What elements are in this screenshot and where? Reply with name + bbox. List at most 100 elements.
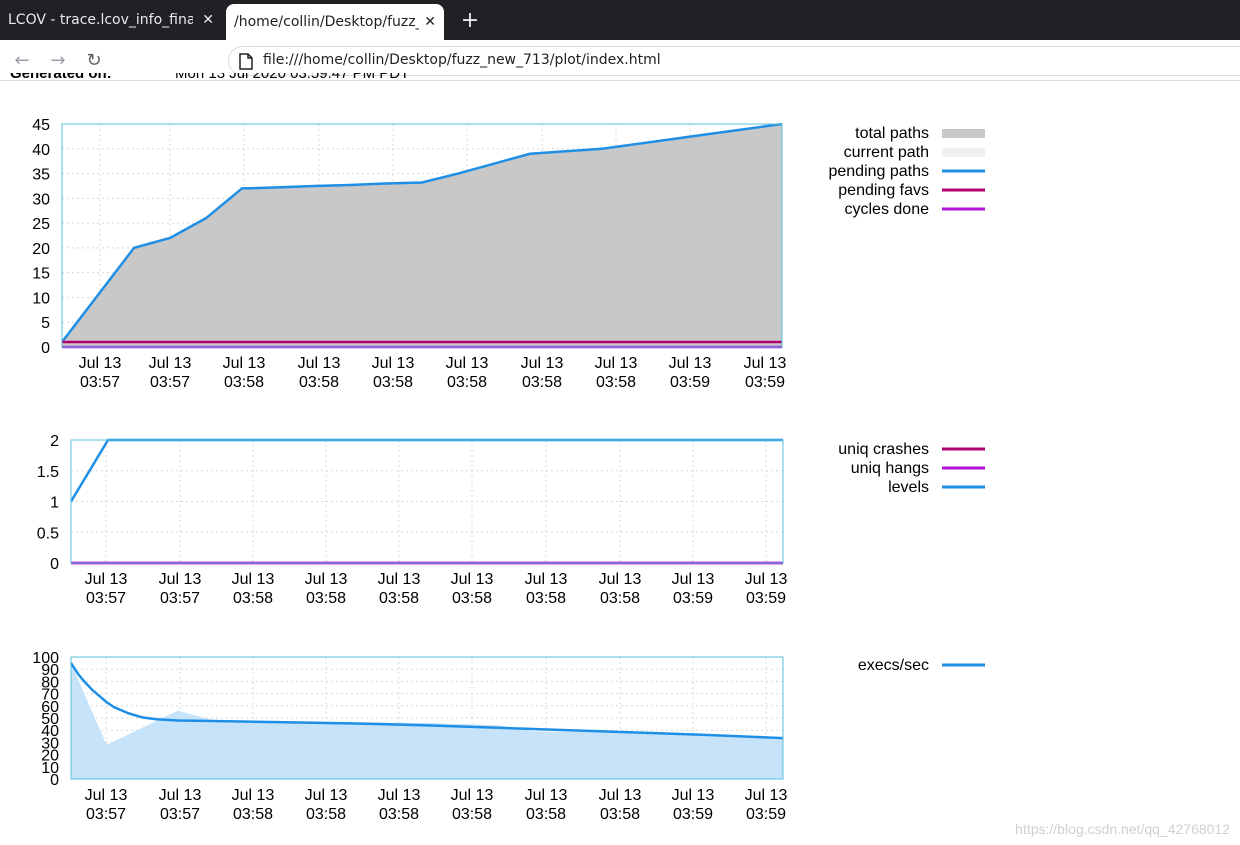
x-tick-label: Jul 13 (149, 355, 192, 372)
y-tick-label: 25 (32, 216, 50, 233)
y-tick-label: 20 (41, 748, 59, 765)
x-tick-label: Jul 13 (599, 787, 642, 804)
y-tick-label: 0 (41, 340, 50, 357)
y-tick-label: 2 (50, 433, 59, 450)
y-tick-label: 20 (32, 241, 50, 258)
x-tick-label: 03:58 (526, 590, 566, 607)
x-tick-label: Jul 13 (378, 787, 421, 804)
x-tick-label: 03:58 (373, 374, 413, 391)
x-tick-label: 03:57 (160, 806, 200, 823)
tab-plot-index[interactable]: /home/collin/Desktop/fuzz_new_713/plot/i… (226, 4, 444, 40)
url-text[interactable]: file:///home/collin/Desktop/fuzz_new_713… (263, 52, 661, 68)
legend-label: uniq hangs (851, 460, 929, 477)
y-tick-label: 40 (41, 723, 59, 740)
y-tick-label: 30 (41, 735, 59, 752)
x-tick-label: Jul 13 (305, 787, 348, 804)
x-tick-label: Jul 13 (159, 571, 202, 588)
y-tick-label: 10 (41, 760, 59, 777)
y-tick-label: 50 (41, 711, 59, 728)
x-tick-label: 03:58 (379, 590, 419, 607)
y-tick-label: 60 (41, 699, 59, 716)
y-tick-label: 35 (32, 167, 50, 184)
x-tick-label: 03:58 (233, 806, 273, 823)
x-tick-label: Jul 13 (525, 571, 568, 588)
x-tick-label: 03:58 (306, 590, 346, 607)
legend-label: execs/sec (858, 657, 929, 674)
new-tab-icon[interactable]: + (460, 7, 480, 33)
x-tick-label: Jul 13 (232, 571, 275, 588)
y-tick-label: 10 (32, 290, 50, 307)
x-tick-label: Jul 13 (298, 355, 341, 372)
address-bar[interactable]: file:///home/collin/Desktop/fuzz_new_713… (228, 46, 1240, 76)
x-tick-label: 03:58 (452, 590, 492, 607)
page-icon (239, 53, 253, 70)
close-icon[interactable]: ✕ (424, 14, 436, 30)
x-tick-label: Jul 13 (378, 571, 421, 588)
plot-frame (70, 656, 784, 780)
paths-chart: 0 5 10 15 20 25 30 35 40 45 Jul 13 03:57 Jul 13 03:57… (32, 117, 985, 391)
forward-icon[interactable]: → (50, 49, 66, 71)
reload-icon[interactable]: ↻ (86, 49, 102, 71)
x-tick-label: 03:58 (306, 806, 346, 823)
plot-frame (70, 439, 784, 564)
y-tick-label: 70 (41, 687, 59, 704)
x-tick-label: 03:57 (80, 374, 120, 391)
y-tick-label: 40 (32, 142, 50, 159)
y-tick-label: 90 (41, 662, 59, 679)
back-icon[interactable]: ← (14, 49, 30, 71)
legend-label: total paths (855, 125, 929, 142)
x-tick-label: Jul 13 (595, 355, 638, 372)
x-tick-label: 03:57 (86, 590, 126, 607)
close-icon[interactable]: ✕ (202, 12, 214, 28)
x-tick-label: Jul 13 (451, 787, 494, 804)
x-tick-label: 03:58 (596, 374, 636, 391)
x-tick-label: Jul 13 (521, 355, 564, 372)
x-tick-label: 03:58 (452, 806, 492, 823)
tab-lcov[interactable]: LCOV - trace.lcov_info_final ✕ (0, 0, 222, 40)
y-tick-label: 0.5 (37, 525, 59, 542)
legend-label: uniq crashes (838, 441, 929, 458)
x-tick-label: 03:59 (670, 374, 710, 391)
generated-line: Generated on: Mon 13 Jul 2020 03:59:47 P… (10, 73, 610, 81)
x-tick-label: Jul 13 (223, 355, 266, 372)
x-tick-label: Jul 13 (525, 787, 568, 804)
legend-label: pending favs (838, 182, 929, 199)
x-tick-label: 03:59 (673, 806, 713, 823)
x-tick-label: 03:59 (745, 374, 785, 391)
x-tick-label: Jul 13 (745, 571, 788, 588)
x-tick-label: Jul 13 (672, 787, 715, 804)
x-tick-label: 03:59 (746, 806, 786, 823)
grid (71, 439, 783, 564)
y-tick-label: 45 (32, 117, 50, 134)
x-tick-label: 03:58 (600, 590, 640, 607)
legend-label: cycles done (845, 201, 930, 218)
x-tick-label: Jul 13 (599, 571, 642, 588)
execs-sec-line (69, 662, 784, 740)
levels-chart: 0 0.5 1 1.5 2 Jul 13 03:57 Jul 13 03:57 Jul 13 03:… (37, 433, 985, 607)
legend-label: current path (844, 144, 929, 161)
x-tick-label: 03:59 (673, 590, 713, 607)
plot-frame (61, 123, 783, 348)
watermark: https://blog.csdn.net/qq_42768012 (1015, 821, 1230, 837)
x-tick-label: Jul 13 (451, 571, 494, 588)
legend-label: pending paths (828, 163, 929, 180)
x-tick-label: Jul 13 (305, 571, 348, 588)
x-tick-label: Jul 13 (745, 787, 788, 804)
x-tick-label: Jul 13 (669, 355, 712, 372)
x-tick-label: 03:59 (746, 590, 786, 607)
generated-label: Generated on: (10, 73, 112, 81)
tab-label: /home/collin/Desktop/fuzz_new_713/plot/i… (234, 14, 419, 30)
x-tick-label: Jul 13 (744, 355, 787, 372)
y-tick-label: 15 (32, 266, 50, 283)
x-tick-label: 03:57 (150, 374, 190, 391)
x-tick-label: Jul 13 (372, 355, 415, 372)
y-tick-label: 80 (41, 674, 59, 691)
x-tick-label: Jul 13 (446, 355, 489, 372)
x-tick-label: Jul 13 (159, 787, 202, 804)
y-tick-label: 5 (41, 315, 50, 332)
pending-paths-line (61, 122, 783, 343)
x-tick-label: 03:58 (526, 806, 566, 823)
x-tick-label: 03:58 (379, 806, 419, 823)
x-tick-label: 03:57 (160, 590, 200, 607)
